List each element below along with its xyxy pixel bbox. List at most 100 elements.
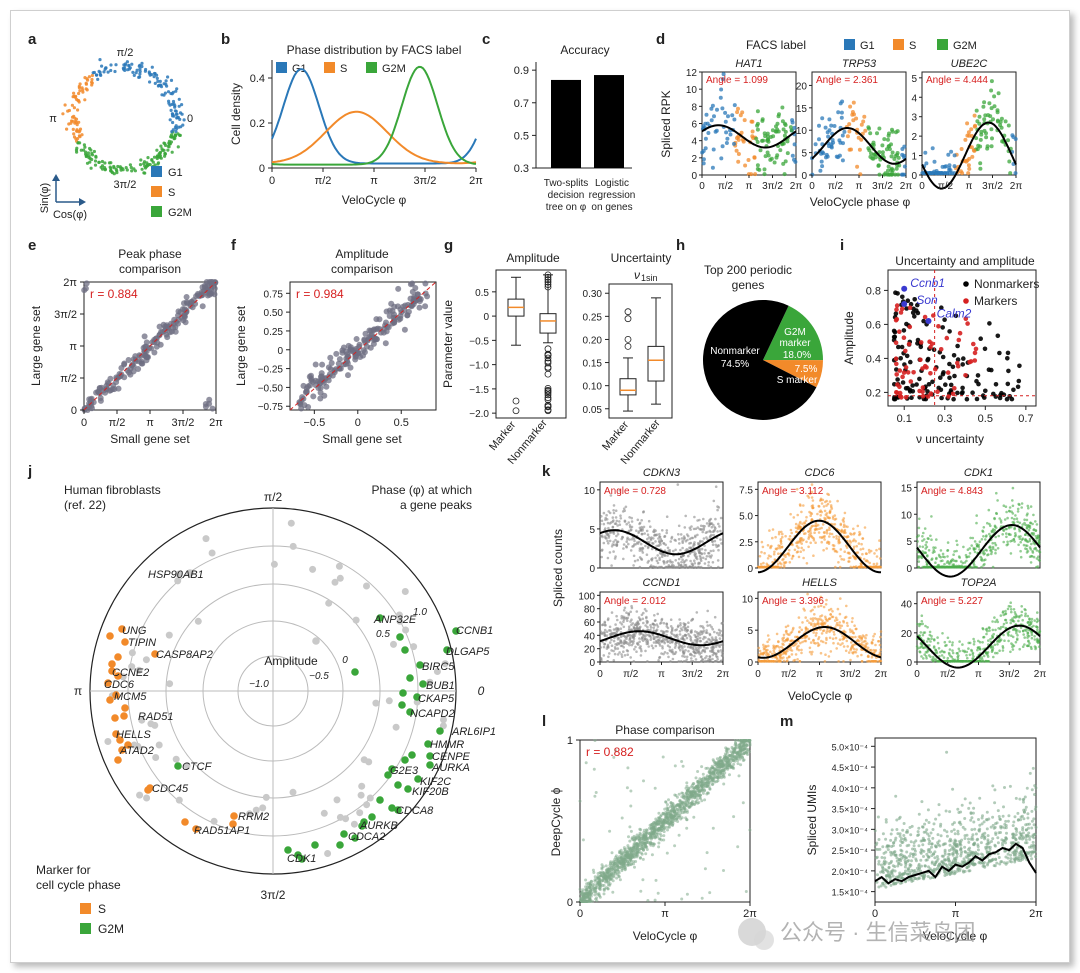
data-point — [810, 535, 813, 538]
nonmarker-point — [921, 318, 926, 324]
data-point — [849, 532, 852, 535]
y-tick-label: π/2 — [60, 373, 77, 385]
data-point — [327, 366, 334, 372]
gene-name: CCND1 — [643, 577, 681, 589]
data-point — [612, 519, 615, 522]
unc-symbol: ν — [634, 268, 640, 282]
data-point — [658, 644, 662, 647]
data-point — [742, 118, 747, 123]
data-point — [839, 110, 844, 115]
x-tick-label: 3π/2 — [414, 175, 437, 187]
data-point — [925, 657, 928, 660]
data-point — [1011, 504, 1015, 508]
ring-point — [112, 164, 116, 169]
data-point — [683, 623, 686, 626]
plot-frame — [608, 283, 673, 419]
data-point — [886, 168, 890, 173]
data-point — [694, 565, 697, 569]
label-point — [925, 318, 932, 324]
background-gene — [320, 809, 328, 817]
ring-point — [109, 68, 113, 73]
data-point — [674, 548, 677, 552]
data-point — [978, 161, 983, 166]
data-point — [630, 628, 634, 631]
data-point — [780, 645, 783, 649]
gene-point — [401, 646, 409, 654]
data-point — [386, 313, 393, 319]
data-point — [982, 535, 985, 538]
data-point — [950, 655, 954, 659]
data-point — [780, 530, 783, 534]
data-point — [323, 383, 330, 390]
data-point — [1024, 547, 1027, 550]
data-point — [984, 135, 989, 140]
angle-label: π/2 — [264, 490, 283, 504]
nonmarker-point — [901, 328, 907, 333]
data-point — [662, 542, 665, 545]
data-point — [668, 559, 672, 562]
angle-label: Angle = 0.728 — [604, 486, 666, 497]
data-point — [849, 565, 853, 569]
data-point — [782, 557, 785, 561]
data-point — [1011, 486, 1015, 490]
data-point — [823, 531, 826, 534]
data-point — [628, 538, 631, 541]
data-point — [719, 649, 723, 652]
data-point — [879, 648, 882, 651]
data-point — [922, 531, 925, 535]
data-point — [784, 625, 788, 629]
data-point — [865, 633, 868, 637]
marker-point — [920, 366, 925, 371]
data-point — [713, 630, 716, 634]
nonmarker-point — [900, 380, 906, 385]
data-point — [860, 542, 863, 546]
data-point — [608, 641, 612, 644]
data-point — [804, 627, 808, 630]
slice-label: marker — [779, 338, 811, 349]
data-point — [778, 546, 782, 550]
ring-point — [90, 81, 94, 85]
ring-point — [132, 73, 136, 77]
data-point — [839, 548, 843, 551]
data-point — [775, 632, 779, 636]
data-point — [812, 539, 816, 542]
data-point — [972, 563, 976, 567]
data-point — [838, 612, 842, 616]
data-point — [651, 557, 654, 560]
gene-point-CDK1 — [294, 851, 302, 859]
y-tick-label: 0 — [691, 171, 697, 182]
y-tick-label: 6 — [691, 120, 697, 131]
data-point — [863, 128, 868, 133]
data-point — [86, 400, 93, 407]
bar — [551, 79, 581, 168]
data-point — [819, 651, 823, 655]
ring-point — [76, 108, 80, 112]
data-point — [614, 555, 617, 558]
background-gene — [136, 791, 144, 799]
data-point — [973, 123, 978, 128]
x-tick-label: π — [816, 669, 823, 680]
data-point — [837, 138, 842, 143]
data-point — [868, 649, 872, 652]
ring-point — [173, 133, 177, 137]
plot-frame — [887, 269, 1037, 407]
data-point — [623, 634, 626, 638]
data-point — [671, 560, 674, 564]
ring-point — [87, 154, 91, 158]
data-point — [821, 629, 825, 633]
y-tick-label: 10 — [584, 486, 596, 497]
data-point — [942, 565, 945, 569]
data-point — [845, 546, 849, 549]
data-point — [944, 164, 948, 169]
background-gene — [357, 791, 365, 799]
data-point — [784, 555, 787, 559]
data-point — [755, 109, 760, 114]
nonmarker-point — [955, 343, 960, 349]
x-tick-label: π — [856, 181, 863, 192]
data-point — [685, 636, 689, 640]
data-point — [994, 551, 997, 555]
data-point — [1006, 138, 1010, 143]
background-gene — [390, 640, 397, 648]
nonmarker-point — [1005, 356, 1010, 361]
nonmarker-point — [982, 346, 988, 352]
